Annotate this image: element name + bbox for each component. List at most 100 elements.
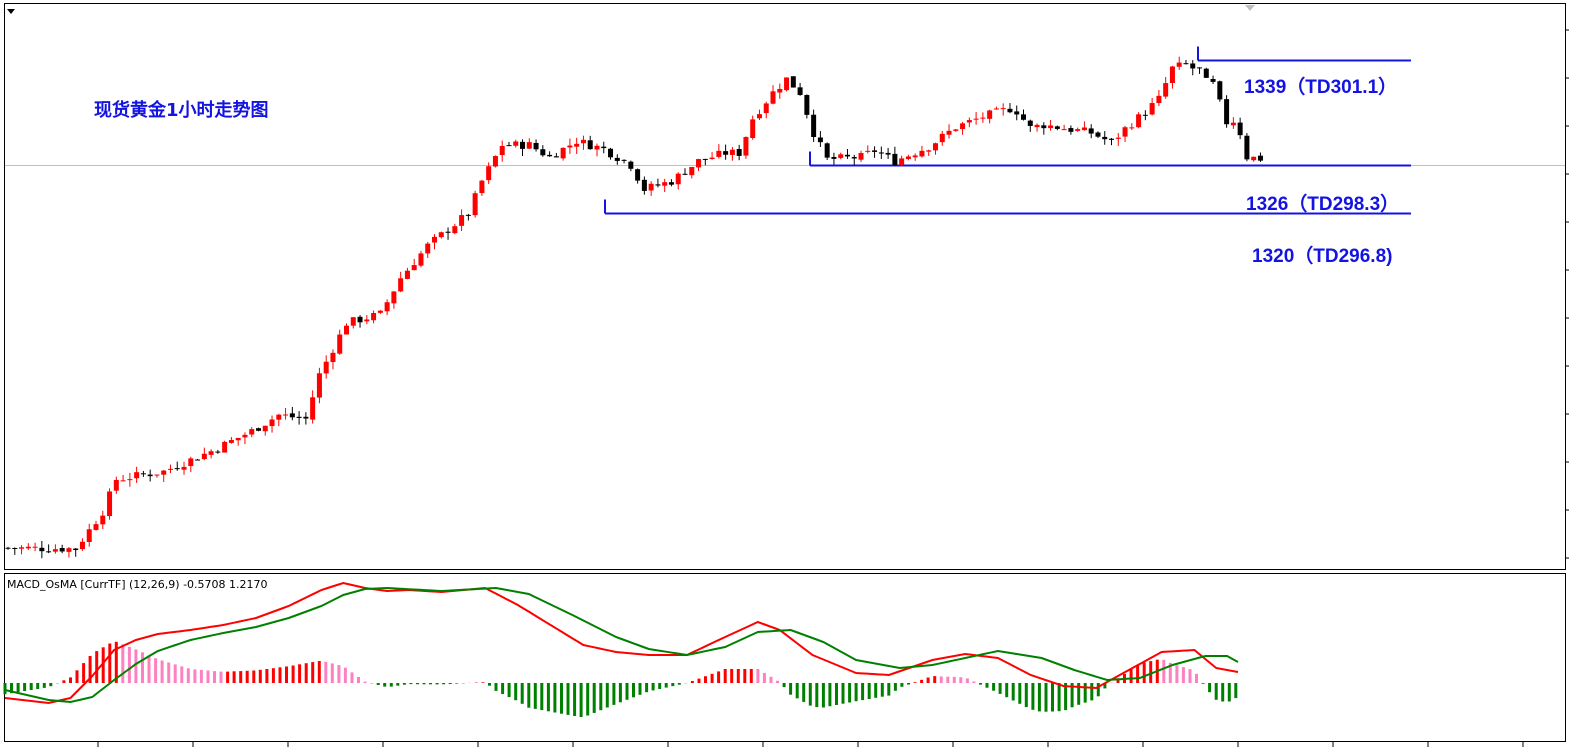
candle-body	[235, 437, 241, 441]
candle-body	[668, 182, 674, 185]
candle-body	[330, 352, 336, 363]
candle-body	[445, 231, 451, 233]
candle-body	[215, 451, 221, 453]
candle-body	[844, 154, 850, 157]
candle-body	[594, 145, 600, 150]
candle-body	[371, 313, 377, 321]
candle-body	[303, 416, 309, 419]
candle-body	[1224, 99, 1230, 125]
candle-body	[384, 302, 390, 312]
candle-body	[709, 157, 715, 160]
candle-body	[689, 166, 695, 176]
time-axis-ticks	[97, 742, 1524, 747]
candle-body	[621, 159, 627, 161]
candle-body	[831, 156, 837, 159]
candle-body	[716, 150, 722, 157]
candle-body	[804, 95, 810, 115]
candle-body	[262, 425, 268, 432]
candle-body	[459, 215, 465, 226]
candle-body	[560, 147, 566, 159]
candle-body	[201, 453, 207, 460]
candle-body	[628, 161, 634, 169]
candle-body	[838, 154, 844, 158]
candle-body	[932, 143, 938, 151]
candle-body	[756, 114, 762, 119]
candle-body	[1122, 127, 1128, 137]
candle-body	[1129, 127, 1135, 129]
candle-body	[580, 139, 586, 144]
candle-body	[1203, 68, 1209, 78]
candle-body	[790, 76, 796, 88]
candle-body	[1136, 114, 1142, 128]
candle-body	[1109, 138, 1115, 140]
indicator-panel-border	[4, 573, 1566, 742]
level-label-1320: 1320（TD296.8)	[1252, 246, 1393, 267]
candle-body	[228, 440, 234, 443]
candle-body	[1230, 122, 1236, 126]
candle-body	[344, 325, 349, 335]
signal-line	[4, 586, 1239, 704]
macd-histogram	[3, 641, 1238, 717]
candle-body	[1257, 155, 1263, 161]
candle-body	[1000, 108, 1006, 110]
candle-body	[19, 547, 25, 549]
candle-body	[533, 142, 539, 150]
candle-body	[587, 140, 593, 150]
candle-body	[851, 157, 857, 159]
candle-body	[1142, 114, 1148, 116]
candle-body	[513, 141, 519, 146]
candle-body	[635, 169, 641, 181]
candle-body	[723, 151, 729, 155]
candle-body	[391, 291, 397, 304]
candle-body	[696, 159, 702, 168]
candle-body	[181, 466, 187, 470]
level-label-1339: 1339（TD301.1）	[1244, 77, 1398, 98]
candle-body	[912, 155, 918, 158]
candle-body	[1021, 114, 1026, 120]
candle-body	[702, 158, 708, 160]
candle-body	[337, 334, 343, 354]
macd-line	[4, 581, 1239, 705]
candle-body	[655, 184, 661, 186]
candle-body	[188, 458, 194, 467]
candle-body	[438, 232, 444, 238]
candle-body	[540, 149, 546, 156]
candle-body	[222, 441, 228, 453]
candle-body	[960, 123, 966, 130]
candle-body	[323, 361, 329, 374]
candle-body	[276, 414, 282, 420]
candle-body	[404, 270, 410, 279]
candle-body	[946, 130, 952, 135]
candle-body	[167, 468, 173, 470]
candle-body	[492, 156, 498, 167]
candle-body	[526, 142, 532, 149]
candle-body	[1190, 63, 1196, 69]
candle-body	[1034, 124, 1040, 128]
candle-body	[614, 157, 620, 161]
candle-body	[479, 180, 485, 194]
chart-shift-marker-icon[interactable]	[7, 9, 15, 14]
candle-body	[195, 459, 201, 461]
candle-body	[872, 150, 878, 152]
candle-body	[878, 152, 884, 154]
candle-body	[1244, 135, 1250, 160]
candle-body	[763, 103, 769, 114]
candle-body	[1183, 63, 1189, 65]
candle-body	[289, 413, 295, 418]
candle-body	[729, 149, 735, 155]
candle-body	[777, 88, 783, 93]
candle-body	[567, 145, 573, 148]
candle-body	[662, 182, 668, 186]
candle-body	[134, 472, 140, 479]
candle-body	[296, 416, 302, 418]
candle-body	[242, 434, 248, 438]
candle-body	[59, 548, 65, 552]
candle-body	[966, 120, 972, 123]
candle-body	[147, 474, 153, 477]
candle-body	[1102, 136, 1108, 140]
candle-body	[1068, 128, 1074, 132]
chart-end-marker-icon[interactable]	[1245, 5, 1255, 11]
candle-body	[770, 91, 776, 104]
level-label-1326: 1326（TD298.3）	[1246, 194, 1400, 215]
candle-body	[743, 137, 749, 156]
